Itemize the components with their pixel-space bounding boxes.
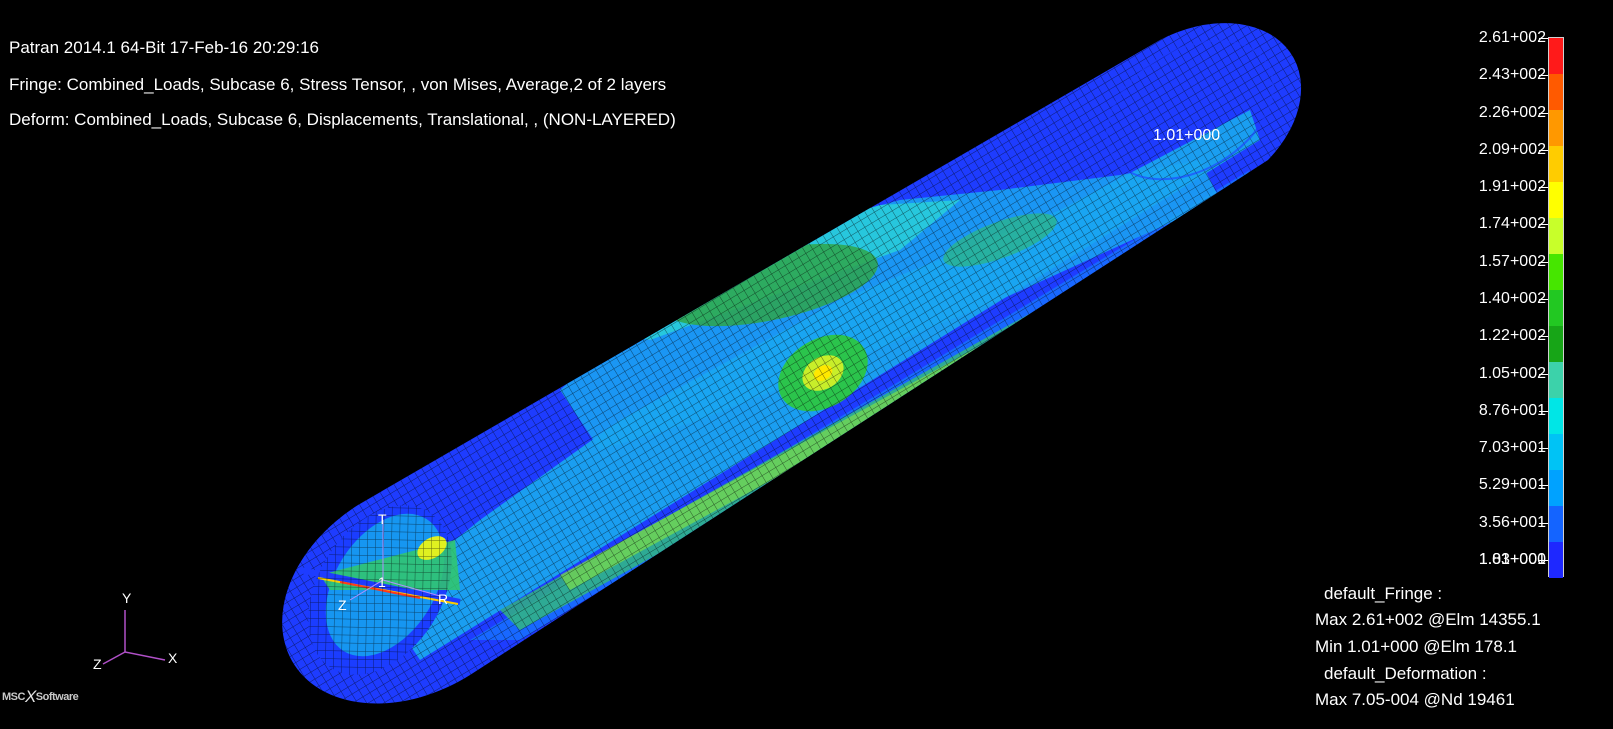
legend-swatch [1549, 398, 1563, 434]
legend-swatch [1549, 182, 1563, 218]
legend-tick [1539, 560, 1548, 561]
legend-tick [1539, 373, 1548, 375]
legend-label: 2.26+002 [1478, 103, 1546, 121]
triad-y-label: Y [122, 590, 132, 606]
legend-swatch [1549, 506, 1563, 542]
legend-label: 1.57+002 [1478, 252, 1546, 270]
legend-swatch [1549, 38, 1563, 74]
legend-tick [1539, 112, 1548, 114]
legend-tick [1539, 448, 1548, 450]
fringe-min-info: Min 1.01+000 @Elm 178.1 [1315, 637, 1518, 656]
legend-tick [1539, 485, 1548, 487]
global-axis-triad [102, 610, 166, 665]
deform-max-info: Max 7.05-004 @Nd 19461 [1315, 690, 1515, 709]
legend-swatch [1549, 542, 1563, 578]
local-axis-r-label: R [438, 591, 449, 607]
header-product-line: Patran 2014.1 64-Bit 17-Feb-16 20:29:16 [9, 38, 319, 57]
tube-open-end[interactable] [279, 479, 482, 701]
legend-label: 1.40+002 [1478, 290, 1546, 307]
legend-swatch [1549, 326, 1563, 362]
header-fringe-line: Fringe: Combined_Loads, Subcase 6, Stres… [9, 75, 667, 94]
legend-tick [1539, 299, 1548, 300]
fringe-legend-colorbar[interactable] [1548, 37, 1564, 578]
legend-label: 1.05+002 [1478, 364, 1546, 382]
legend-label: 7.03+001 [1478, 439, 1546, 457]
legend-tick [1539, 336, 1548, 338]
fringe-max-info: Max 2.61+002 @Elm 14355.1 [1315, 610, 1541, 629]
legend-tick [1539, 261, 1548, 263]
legend-label: 2.61+002 [1478, 29, 1546, 46]
triad-x-label: X [168, 650, 178, 666]
legend-label: 3.56+001 [1478, 513, 1546, 531]
model-value-label: 1.01+000 [1153, 127, 1221, 144]
local-axis-1-label: 1 [378, 574, 386, 590]
fringe-info-title: default_Fringe : [1324, 584, 1443, 603]
legend-tick [1539, 75, 1548, 77]
legend-swatch [1549, 74, 1563, 110]
legend-label: 1.74+002 [1478, 215, 1546, 233]
legend-label: 1.91+002 [1478, 178, 1546, 196]
local-axis-z-label: Z [338, 597, 347, 613]
legend-label: 1.22+002 [1478, 327, 1546, 345]
legend-swatch [1549, 470, 1563, 506]
legend-tick [1539, 224, 1548, 226]
legend-label: 8.76+001 [1478, 401, 1546, 419]
legend-swatch [1549, 434, 1563, 470]
legend-tick [1539, 410, 1548, 412]
legend-label: 2.43+002 [1478, 66, 1546, 84]
legend-tick [1539, 187, 1548, 189]
legend-swatch [1549, 110, 1563, 146]
tube-far-end [1105, 39, 1275, 181]
legend-label: 1.01+000 [1478, 551, 1546, 568]
legend-swatch [1549, 290, 1563, 326]
header-deform-line: Deform: Combined_Loads, Subcase 6, Displ… [9, 110, 676, 129]
legend-swatch [1549, 218, 1563, 254]
deform-info-title: default_Deformation : [1324, 664, 1487, 683]
legend-label: 5.29+001 [1478, 476, 1546, 494]
legend-tick [1539, 522, 1548, 524]
msc-software-logo: MSCXSoftware [2, 687, 79, 706]
legend-tick [1539, 38, 1548, 39]
legend-label: 2.09+002 [1478, 140, 1546, 158]
legend-swatch [1549, 254, 1563, 290]
legend-swatch [1549, 362, 1563, 398]
legend-tick [1539, 149, 1548, 151]
legend-label: 1.83+001 [1478, 551, 1546, 568]
local-axis-t-label: T [378, 511, 387, 527]
legend-swatch [1549, 146, 1563, 182]
triad-z-label: Z [93, 656, 102, 672]
